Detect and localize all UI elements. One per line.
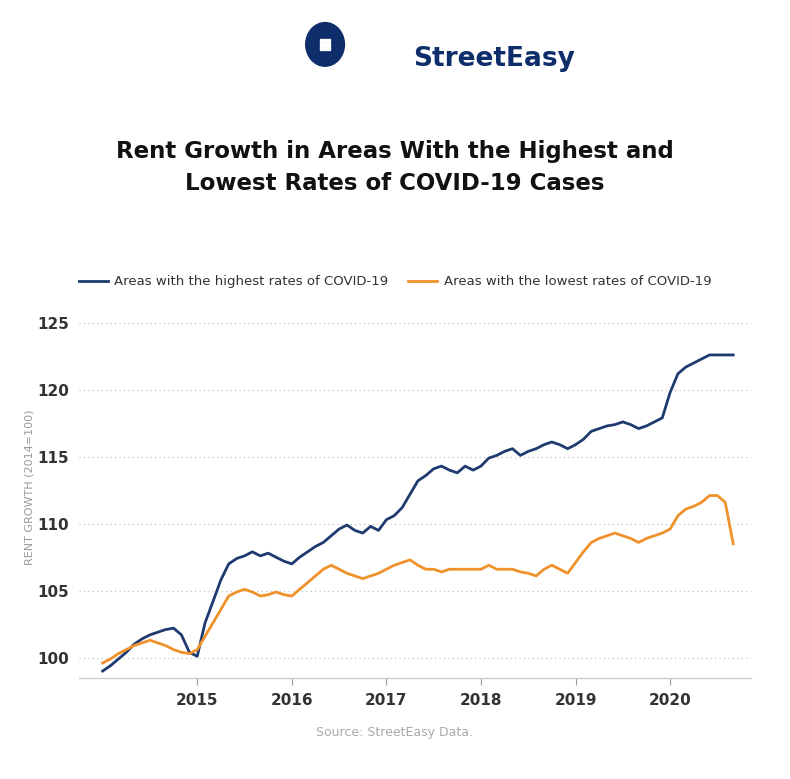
Bar xyxy=(321,43,323,46)
Bar xyxy=(324,47,326,50)
Polygon shape xyxy=(318,57,325,65)
Bar xyxy=(321,47,323,50)
Text: Source: StreetEasy Data.: Source: StreetEasy Data. xyxy=(317,726,473,739)
Bar xyxy=(321,39,323,42)
Bar xyxy=(327,43,329,46)
Text: StreetEasy: StreetEasy xyxy=(413,46,575,72)
Bar xyxy=(327,47,329,50)
Circle shape xyxy=(306,23,344,66)
Bar xyxy=(324,43,326,46)
Bar xyxy=(324,39,326,42)
Legend: Areas with the highest rates of COVID-19, Areas with the lowest rates of COVID-1: Areas with the highest rates of COVID-19… xyxy=(73,270,717,294)
Text: Rent Growth in Areas With the Highest and
Lowest Rates of COVID-19 Cases: Rent Growth in Areas With the Highest an… xyxy=(116,140,674,195)
Bar xyxy=(327,39,329,42)
Y-axis label: RENT GROWTH (2014=100): RENT GROWTH (2014=100) xyxy=(24,409,34,565)
